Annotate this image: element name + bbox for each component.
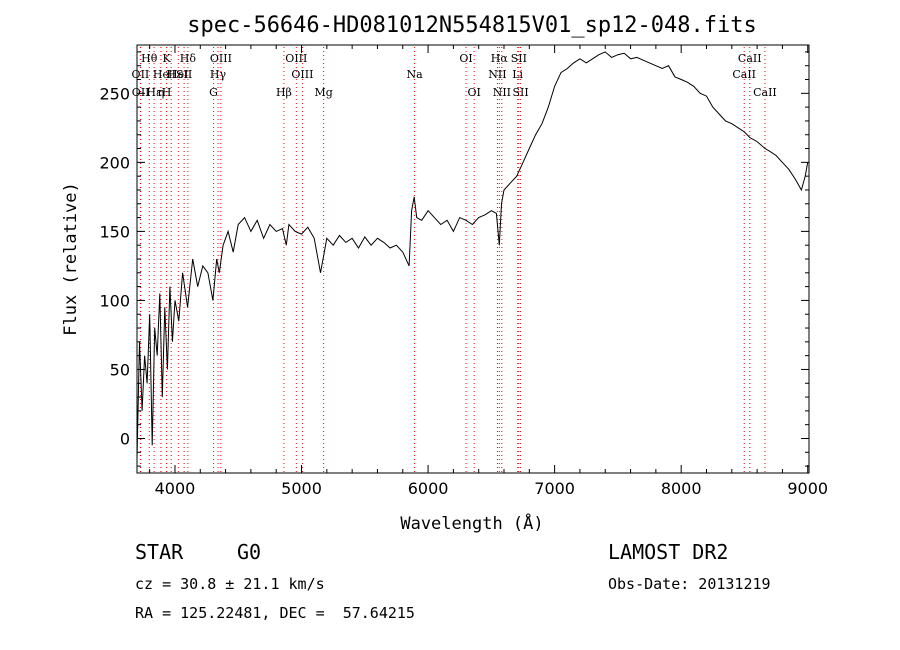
y-axis-ticks: 0 50 100 150 200 250 [99,51,809,467]
y-tick-label: 150 [99,222,130,241]
chart-title: spec-56646-HD081012N554815V01_sp12-048.f… [187,13,757,38]
spectrum-line [136,51,809,460]
line-label: H [166,68,176,81]
line-label: OIII [291,68,313,81]
line-label: NII [493,86,511,99]
line-label: Hγ [210,68,227,81]
line-label: H [162,86,172,99]
line-label: OII [132,86,150,99]
y-axis-label: Flux (relative) [61,182,81,336]
object-subclass: G0 [237,540,262,564]
line-label: OIII [210,52,232,65]
line-label: He [153,68,169,81]
line-label: Hα [491,52,509,65]
y-tick-label: 250 [99,84,130,103]
line-label: η [158,86,165,99]
obs-date: Obs-Date: 20131219 [608,575,771,593]
line-label: G [209,86,218,99]
redshift-line: cz = 30.8 ± 21.1 km/s [135,575,325,593]
line-label: OI [459,52,472,65]
coordinates-line: RA = 125.22481, DEC = 57.64215 [135,604,415,622]
survey-name: LAMOST DR2 [608,540,729,564]
x-tick-label: 4000 [155,479,196,498]
line-label: Hε [146,86,162,99]
line-label: K [163,52,172,65]
x-tick-label: 8000 [661,479,702,498]
spectral-line-markers [139,47,766,472]
line-label: Na [406,68,423,81]
line-label: OI [467,86,480,99]
line-label: CaII [732,68,756,81]
x-tick-label: 5000 [281,479,322,498]
y-tick-label: 200 [99,153,130,172]
line-label: SII [176,68,192,81]
line-label: Mg [315,86,333,99]
object-class: STAR [135,540,184,564]
line-label: Hβ [276,86,292,99]
line-label: Hθ [141,52,158,65]
line-label: NII [488,68,506,81]
x-tick-label: 6000 [408,479,449,498]
y-tick-label: 100 [99,291,130,310]
line-label: SII [511,52,527,65]
line-label: OIII [285,52,307,65]
x-axis-label: Wavelength (Å) [400,512,543,534]
line-label: CaII [753,86,777,99]
line-label: Hδ [180,52,197,65]
line-label: CaII [738,52,762,65]
y-tick-label: 50 [110,360,130,379]
plot-frame [136,44,810,474]
line-label: OII [132,68,150,81]
x-axis-ticks: 4000 5000 6000 7000 8000 9000 [149,45,828,498]
line-label: Li [512,68,523,81]
x-tick-label: 7000 [534,479,575,498]
x-tick-label: 9000 [787,479,828,498]
line-label: HeI [168,68,188,81]
line-label: SII [512,86,528,99]
y-tick-label: 0 [120,429,130,448]
